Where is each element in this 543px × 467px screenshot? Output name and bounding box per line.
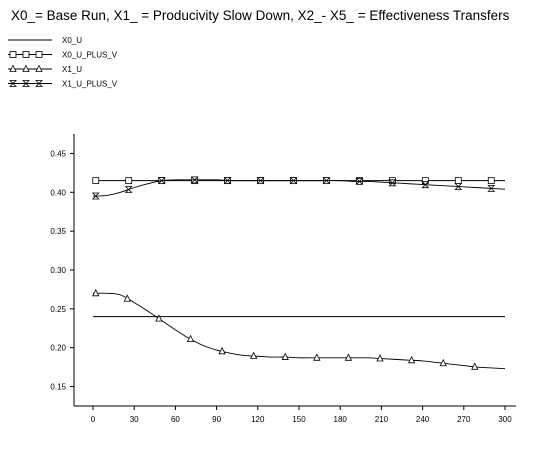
data-point	[407, 355, 416, 364]
data-point	[388, 179, 397, 187]
data-point	[344, 353, 353, 361]
x-tick-label: 60	[171, 415, 180, 424]
data-point	[125, 177, 133, 185]
x-tick-label: 90	[212, 415, 221, 424]
data-point	[155, 314, 163, 322]
legend-marker	[35, 80, 43, 87]
data-point	[487, 177, 495, 185]
x-tick-label: 240	[416, 415, 430, 424]
y-tick-label: 0.45	[50, 149, 66, 158]
data-point	[471, 362, 479, 370]
data-point	[376, 354, 384, 362]
legend-item: X0_U	[8, 36, 82, 45]
legend-marker	[9, 80, 17, 87]
x-tick-label: 180	[334, 415, 348, 424]
legend-marker	[9, 64, 17, 72]
legend-label: X0_U	[62, 36, 82, 45]
y-tick-label: 0.30	[50, 266, 66, 275]
x-tick-label: 30	[130, 415, 139, 424]
data-point	[313, 353, 321, 361]
chart-title: X0_= Base Run, X1_ = Producivity Slow Do…	[11, 8, 510, 23]
data-point	[92, 177, 100, 185]
legend-item: X0_U_PLUS_V	[8, 51, 118, 60]
series-layer	[91, 176, 506, 370]
data-point	[487, 185, 496, 192]
x-tick-label: 300	[498, 415, 512, 424]
data-point	[186, 334, 195, 342]
legend-marker	[9, 51, 17, 58]
legend-marker	[22, 51, 30, 58]
legend-marker	[22, 64, 30, 72]
data-point	[256, 177, 265, 185]
x-tick-label: 270	[457, 415, 471, 424]
data-point	[92, 288, 100, 297]
x-tick-label: 150	[292, 415, 306, 424]
data-point	[439, 358, 447, 367]
x-tick-label: 210	[375, 415, 389, 424]
y-tick-label: 0.35	[50, 227, 66, 236]
data-point	[124, 186, 133, 193]
legend: X0_U X0_U_PLUS_V X1_U X1_U_PLUS_V	[8, 36, 118, 89]
data-point	[454, 183, 463, 190]
x-tick-label: 120	[251, 415, 265, 424]
y-tick-label: 0.20	[50, 344, 66, 353]
series-line	[92, 292, 506, 370]
data-point	[281, 352, 289, 360]
data-point	[454, 177, 462, 185]
series-x1-u-plus-v	[91, 176, 506, 200]
data-point	[157, 177, 166, 185]
data-point	[250, 351, 258, 359]
data-point	[123, 294, 131, 302]
legend-label: X0_U_PLUS_V	[62, 51, 118, 60]
data-point	[355, 178, 364, 185]
legend-item: X1_U_PLUS_V	[8, 80, 118, 89]
data-point	[289, 177, 298, 185]
legend-label: X1_U_PLUS_V	[62, 80, 118, 89]
legend-marker	[35, 64, 43, 72]
legend-label: X1_U	[62, 65, 82, 74]
x-tick-label: 0	[91, 415, 96, 424]
data-point	[322, 177, 331, 185]
legend-marker	[35, 51, 43, 58]
data-point	[218, 346, 226, 355]
series-line	[92, 179, 506, 197]
data-point	[223, 177, 232, 184]
data-point	[91, 192, 100, 200]
legend-marker	[22, 80, 30, 87]
y-tick-label: 0.15	[50, 383, 66, 392]
axes: 0.15 0.20 0.25 0.30 0.35 0.40 0.45 0 30 60 90 120 15…	[50, 134, 516, 424]
legend-item: X1_U	[8, 64, 82, 74]
y-tick-label: 0.25	[50, 305, 66, 314]
y-tick-label: 0.40	[50, 188, 66, 197]
data-point	[421, 181, 430, 189]
series-x1-u	[92, 288, 506, 370]
data-point	[190, 176, 199, 184]
